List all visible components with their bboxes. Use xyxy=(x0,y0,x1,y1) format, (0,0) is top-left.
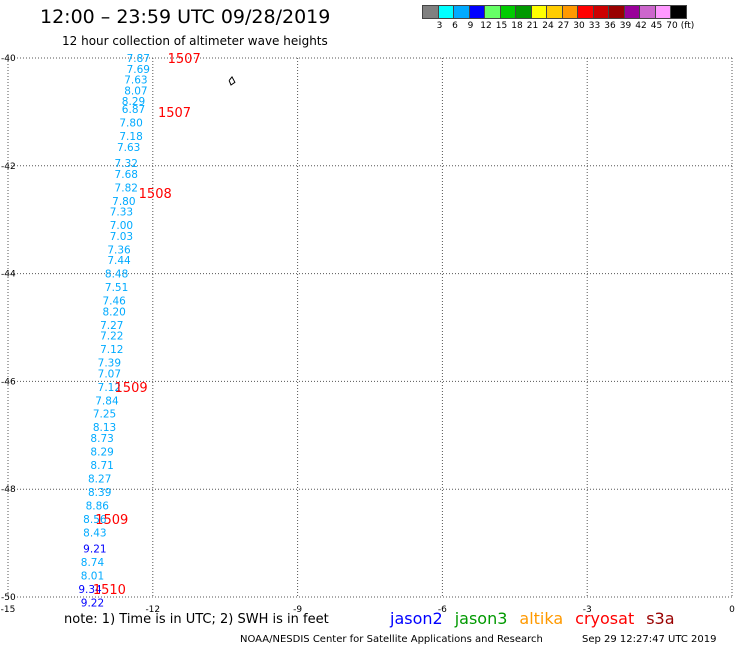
legend-label: 6 xyxy=(452,21,458,31)
swh-value-label: 7.12 xyxy=(100,344,123,356)
lon-tick-label: 0 xyxy=(729,605,735,615)
lon-tick-label: -15 xyxy=(1,605,16,615)
swh-value-label: 7.36 xyxy=(107,244,131,256)
legend-labels: 3 6 9 12 15 18 21 24 27 30 33 36 39 42 45 70 (ft) xyxy=(422,19,740,33)
swh-value-label: 7.33 xyxy=(110,207,133,219)
legend-label: 36 xyxy=(604,21,616,31)
time-label: 1507 xyxy=(158,106,191,121)
swh-value-label: 7.25 xyxy=(93,409,116,421)
lat-tick-label: -50 xyxy=(1,593,16,603)
footer-note: note: 1) Time is in UTC; 2) SWH is in fe… xyxy=(64,612,329,627)
swh-value-label: 7.82 xyxy=(115,182,138,194)
swh-value-label: 7.69 xyxy=(127,64,150,76)
swh-value-label: 8.07 xyxy=(124,85,147,97)
legend-label: 21 xyxy=(526,21,539,31)
swh-value-label: 7.68 xyxy=(115,169,138,181)
swh-value-label: 8.43 xyxy=(83,527,106,539)
swh-value-label: 7.00 xyxy=(110,220,133,232)
time-label: 1509 xyxy=(115,381,148,396)
lon-tick-label: -3 xyxy=(583,605,592,615)
swh-value-label: 8.56 xyxy=(83,514,107,526)
lon-tick-label: -12 xyxy=(145,605,160,615)
swh-value-label: 8.48 xyxy=(105,269,128,281)
legend-label: 30 xyxy=(573,21,585,31)
satellite-label-cryosat: cryosat xyxy=(575,609,635,628)
legend-label: 39 xyxy=(619,21,632,31)
swh-value-label: 8.71 xyxy=(90,460,113,472)
swh-value-label: 8.01 xyxy=(81,570,104,582)
swh-value-label: 9.22 xyxy=(81,597,104,609)
time-label: 1508 xyxy=(139,187,172,202)
swh-value-label: 7.63 xyxy=(117,142,140,154)
satellite-legend: jason2 jason3 altika cryosat s3a xyxy=(390,609,687,628)
swh-value-label: 7.07 xyxy=(98,368,121,380)
swh-value-label: 7.51 xyxy=(105,282,128,294)
swh-value-label: 7.27 xyxy=(100,320,123,332)
map-title: 12:00 – 23:59 UTC 09/28/2019 xyxy=(40,6,331,28)
swh-value-label: 7.80 xyxy=(112,196,135,208)
swh-value-label: 7.22 xyxy=(100,331,123,343)
swh-value-label: 9.34 xyxy=(78,584,102,596)
satellite-label-s3a: s3a xyxy=(646,609,675,628)
swh-value-label: 8.13 xyxy=(93,422,116,434)
swh-value-label: 8.29 xyxy=(90,446,113,458)
island-outline xyxy=(228,75,236,86)
time-label: 1509 xyxy=(95,513,128,528)
legend-label: 15 xyxy=(495,21,508,31)
satellite-label-altika: altika xyxy=(519,609,564,628)
swh-value-label: 8.29 xyxy=(122,96,145,108)
swh-value-label: 7.39 xyxy=(98,358,121,370)
satellite-label-jason3: jason3 xyxy=(454,609,508,628)
swh-value-label: 7.12 xyxy=(98,382,121,394)
legend-swatches xyxy=(422,5,740,19)
swh-value-label: 8.86 xyxy=(86,500,110,512)
swh-value-label: 8.27 xyxy=(88,473,111,485)
time-label: 1507 xyxy=(168,52,201,67)
swh-value-label: 7.18 xyxy=(119,131,142,143)
swh-value-label: 7.80 xyxy=(119,118,142,130)
legend-label: 18 xyxy=(511,21,523,31)
legend-label: 45 xyxy=(650,21,663,31)
swh-value-label: 8.20 xyxy=(102,306,125,318)
map-subtitle: 12 hour collection of altimeter wave hei… xyxy=(62,34,328,48)
lon-tick-label: -9 xyxy=(293,605,302,615)
credit-text: NOAA/NESDIS Center for Satellite Applica… xyxy=(240,634,543,645)
legend-label: 33 xyxy=(588,21,601,31)
swh-value-label: 8.73 xyxy=(90,433,113,445)
swh-value-label: 8.39 xyxy=(88,487,111,499)
legend-label: 42 xyxy=(635,21,647,31)
swh-value-label: 9.21 xyxy=(83,543,106,555)
legend-label: (ft) xyxy=(680,21,695,31)
generated-timestamp: Sep 29 12:27:47 UTC 2019 xyxy=(582,634,717,645)
swh-value-label: 6.87 xyxy=(122,104,145,116)
legend-swatch xyxy=(670,5,687,19)
swh-value-label: 7.63 xyxy=(124,75,147,87)
legend-label: 3 xyxy=(436,21,443,31)
color-legend: 3 6 9 12 15 18 21 24 27 30 33 36 39 42 45 70 (ft) xyxy=(422,5,740,33)
legend-label: 12 xyxy=(480,21,492,31)
swh-value-label: 7.84 xyxy=(95,395,119,407)
swh-value-label: 7.87 xyxy=(127,53,150,65)
time-label: 1510 xyxy=(93,583,126,598)
legend-label: 24 xyxy=(542,21,554,31)
swh-value-label: 7.03 xyxy=(110,231,133,243)
swh-value-label: 7.32 xyxy=(115,158,138,170)
swh-value-label: 8.74 xyxy=(81,557,105,569)
legend-label: 9 xyxy=(467,21,474,31)
lon-tick-label: -6 xyxy=(438,605,447,615)
swh-value-label: 7.44 xyxy=(107,255,131,267)
satellite-label-jason2: jason2 xyxy=(390,609,443,628)
swh-value-label: 7.46 xyxy=(102,296,126,308)
legend-label: 70 xyxy=(666,21,678,31)
legend-label: 27 xyxy=(557,21,570,31)
